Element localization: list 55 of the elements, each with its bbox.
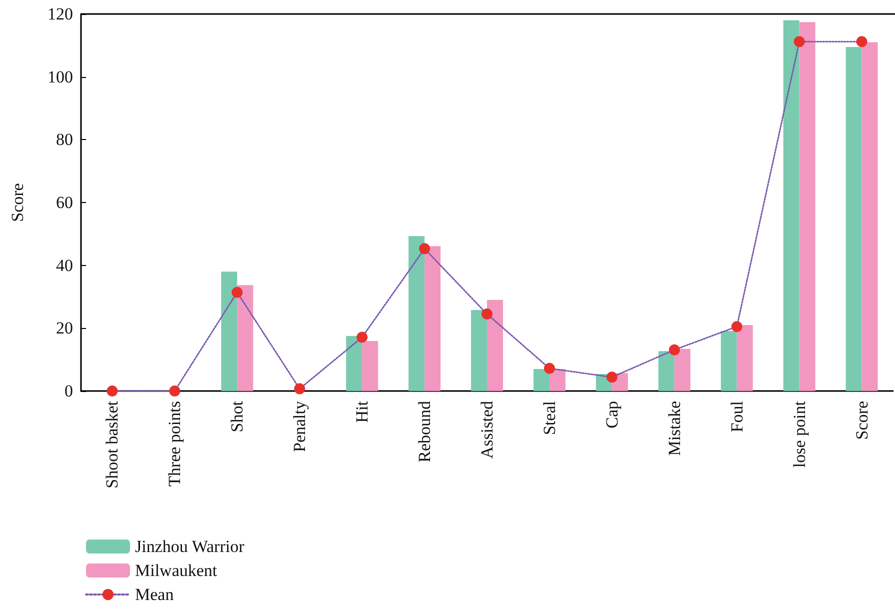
- bar: [346, 336, 362, 391]
- bar: [221, 272, 238, 391]
- bar: [362, 341, 378, 391]
- bar: [783, 20, 800, 391]
- bar: [720, 330, 737, 391]
- y-tick-label: 20: [56, 318, 73, 338]
- y-tick-label: 120: [48, 4, 73, 24]
- bar: [533, 369, 550, 391]
- bar: [549, 369, 566, 391]
- point: [356, 332, 368, 343]
- x-tick-label: Foul: [727, 400, 746, 432]
- x-tick-label: Score: [852, 401, 872, 440]
- point: [294, 383, 306, 394]
- point: [606, 372, 618, 383]
- bar: [674, 348, 690, 391]
- x-tick-label: Steal: [540, 400, 559, 435]
- point: [856, 36, 868, 48]
- x-tick-label: Assisted: [478, 400, 496, 459]
- x-tick-label: Hit: [352, 400, 372, 423]
- x-tick-label: Rebound: [415, 400, 434, 462]
- legend-label: Jinzhou Warrior: [135, 537, 245, 556]
- y-tick-label: 100: [48, 67, 73, 86]
- bar: [471, 310, 487, 391]
- x-tick-label: Shot: [228, 400, 247, 432]
- point: [169, 386, 180, 396]
- bar: [846, 46, 862, 391]
- bar: [862, 42, 878, 391]
- legend-label: Milwaukent: [135, 561, 218, 580]
- x-tick-label: Mistake: [664, 401, 684, 456]
- bar: [736, 325, 753, 391]
- x-tick-label: Shoot basket: [102, 400, 122, 488]
- bar: [658, 351, 674, 391]
- point: [794, 36, 805, 48]
- point: [419, 243, 430, 254]
- bar: [487, 300, 503, 391]
- bar: [237, 285, 254, 391]
- point: [544, 362, 555, 374]
- point: [482, 308, 492, 320]
- y-tick-label: 40: [56, 256, 73, 275]
- y-tick-label: 60: [56, 193, 73, 212]
- point: [106, 386, 118, 396]
- bar: [408, 236, 425, 391]
- x-tick-label: Cap: [602, 401, 622, 428]
- y-axis-title: Score: [8, 183, 27, 222]
- point: [232, 286, 243, 298]
- point: [731, 321, 742, 332]
- x-tick-label: Three points: [165, 401, 184, 486]
- y-tick-label: 0: [64, 382, 73, 400]
- bar: [799, 22, 816, 391]
- x-tick-label: Penalty: [290, 400, 310, 452]
- y-tick-label: 80: [56, 130, 73, 150]
- point: [668, 344, 680, 356]
- bar: [424, 246, 441, 391]
- x-tick-label: lose point: [790, 400, 809, 468]
- legend-label: Mean: [135, 585, 174, 604]
